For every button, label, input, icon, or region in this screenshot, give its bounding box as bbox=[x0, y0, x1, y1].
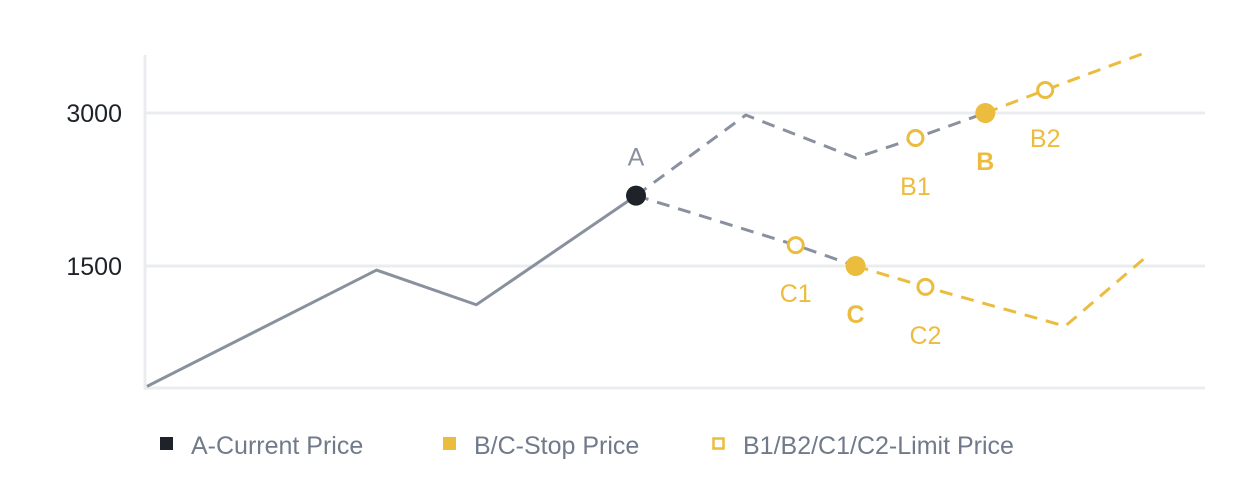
point-label: A bbox=[628, 144, 645, 172]
grid bbox=[143, 55, 1205, 390]
stop-price-marker bbox=[845, 256, 866, 276]
price-markers: A B1 B B2 C1 C C2 bbox=[626, 81, 1061, 350]
projected-price-line bbox=[984, 51, 1146, 115]
point-label: C bbox=[847, 301, 865, 329]
limit-price-marker bbox=[916, 277, 935, 296]
stop-price-marker bbox=[975, 103, 996, 123]
y-tick-label: 3000 bbox=[66, 100, 122, 128]
limit-price-marker bbox=[786, 236, 805, 255]
legend-swatch-icon bbox=[160, 437, 173, 450]
legend: A-Current Price B/C-Stop Price B1/B2/C1/C2… bbox=[160, 432, 1014, 460]
limit-price-marker bbox=[906, 128, 925, 147]
point-label: C2 bbox=[909, 322, 941, 350]
legend-label: A-Current Price bbox=[191, 432, 363, 460]
legend-swatch-icon bbox=[443, 437, 456, 450]
point-label: C1 bbox=[780, 280, 812, 308]
projected-price-line bbox=[635, 194, 857, 268]
point-label: B bbox=[976, 148, 994, 176]
current-price-marker bbox=[626, 185, 647, 206]
point-label: B1 bbox=[900, 173, 931, 201]
price-lines bbox=[146, 51, 1146, 388]
y-axis-ticks: 3000 1500 bbox=[66, 100, 122, 281]
projected-price-line bbox=[635, 111, 986, 197]
price-history-line bbox=[146, 194, 637, 388]
legend-swatch-icon bbox=[712, 437, 725, 450]
point-label: B2 bbox=[1030, 125, 1061, 153]
projected-price-line bbox=[855, 256, 1146, 328]
legend-label: B/C-Stop Price bbox=[474, 432, 639, 460]
y-tick-label: 1500 bbox=[66, 253, 122, 281]
limit-price-marker bbox=[1036, 81, 1055, 100]
legend-label: B1/B2/C1/C2-Limit Price bbox=[743, 432, 1014, 460]
